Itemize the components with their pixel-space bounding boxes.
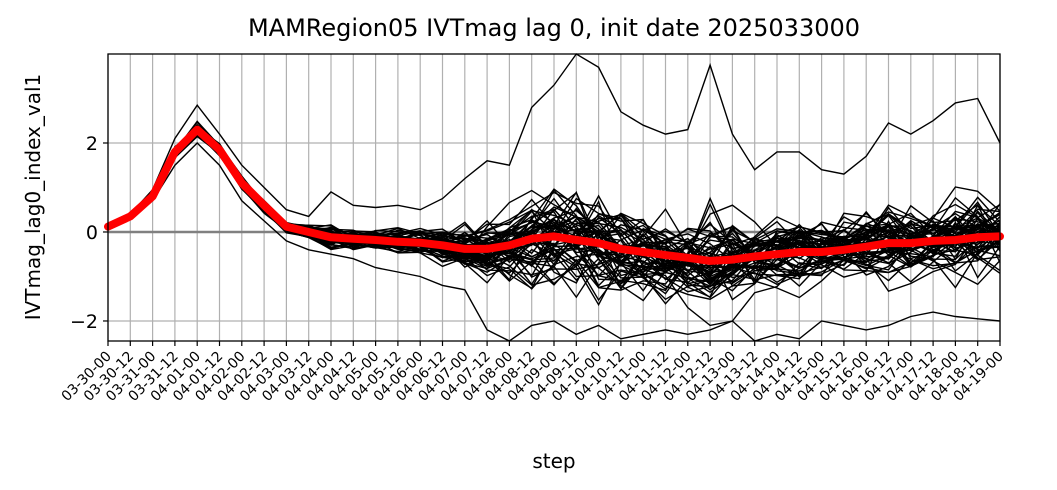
x-tick-labels: 03-30-0003-30-1203-31-0003-31-1204-01-00…: [59, 349, 1007, 405]
chart-title: MAMRegion05 IVTmag lag 0, init date 2025…: [247, 14, 861, 42]
member-line-upper: [107, 53, 1001, 227]
y-axis-label: IVTmag_lag0_index_val1: [21, 74, 45, 321]
axes: [103, 53, 1001, 346]
y-tick-label: −2: [70, 311, 98, 333]
member-line-lower: [107, 142, 1001, 342]
y-tick-label: 2: [86, 133, 98, 155]
y-tick-label: 0: [86, 222, 98, 244]
x-axis-label: step: [532, 449, 575, 473]
ensemble-mean: [104, 125, 1004, 265]
grid-layer: [107, 54, 1001, 341]
y-tick-labels: −2 0 2: [70, 133, 98, 333]
mean-line: [104, 125, 1004, 265]
